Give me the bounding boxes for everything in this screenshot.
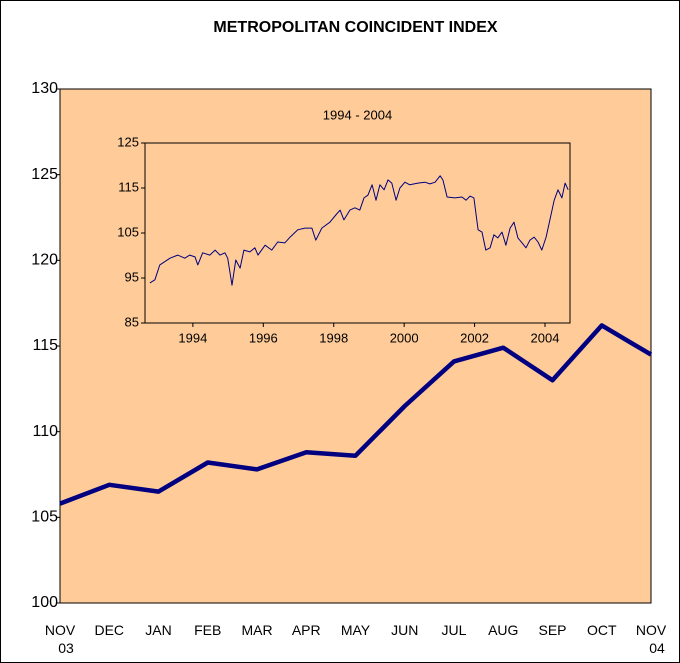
x-tick-label: 2002 [460, 330, 489, 345]
x-tick-label: MAR [241, 622, 272, 638]
y-tick-label: 125 [31, 166, 58, 183]
x-tick-label: SEP [538, 622, 566, 638]
y-tick-label: 105 [31, 509, 58, 526]
chart-title: 1994 - 2004 [323, 107, 392, 122]
x-tick-label: OCT [587, 622, 617, 638]
y-tick-label: 105 [117, 224, 139, 239]
x-tick-label: JAN [145, 622, 171, 638]
x-tick-label: AUG [488, 622, 518, 638]
y-tick-label: 115 [118, 179, 139, 194]
data-line [59, 323, 653, 506]
x-tick-label: JUL [442, 622, 467, 638]
plot-area [144, 142, 571, 324]
y-tick-label: 95 [125, 269, 139, 284]
x-tick-label: 2000 [390, 330, 419, 345]
x-tick-label: DEC [94, 622, 124, 638]
x-tick-label: 1996 [249, 330, 278, 345]
y-tick-label: 110 [32, 423, 58, 440]
x-tick-label: 1998 [319, 330, 348, 345]
x-tick-label: NOV 04 [636, 622, 667, 656]
x-tick-label: NOV 03 [45, 622, 76, 656]
y-tick-label: 85 [125, 314, 139, 329]
x-tick-label: MAY [341, 622, 371, 638]
chart-title: METROPOLITAN COINCIDENT INDEX [213, 19, 497, 36]
y-tick-label: 100 [31, 594, 58, 611]
y-tick-label: 130 [31, 80, 58, 97]
x-tick-label: 1994 [178, 330, 207, 345]
x-tick-label: JUN [391, 622, 418, 638]
x-tick-label: APR [292, 622, 321, 638]
x-tick-label: FEB [194, 622, 221, 638]
y-tick-label: 115 [32, 337, 58, 354]
y-tick-label: 125 [117, 134, 139, 149]
data-line [149, 175, 569, 286]
x-tick-label: 2004 [531, 330, 560, 345]
y-tick-label: 120 [31, 252, 58, 269]
